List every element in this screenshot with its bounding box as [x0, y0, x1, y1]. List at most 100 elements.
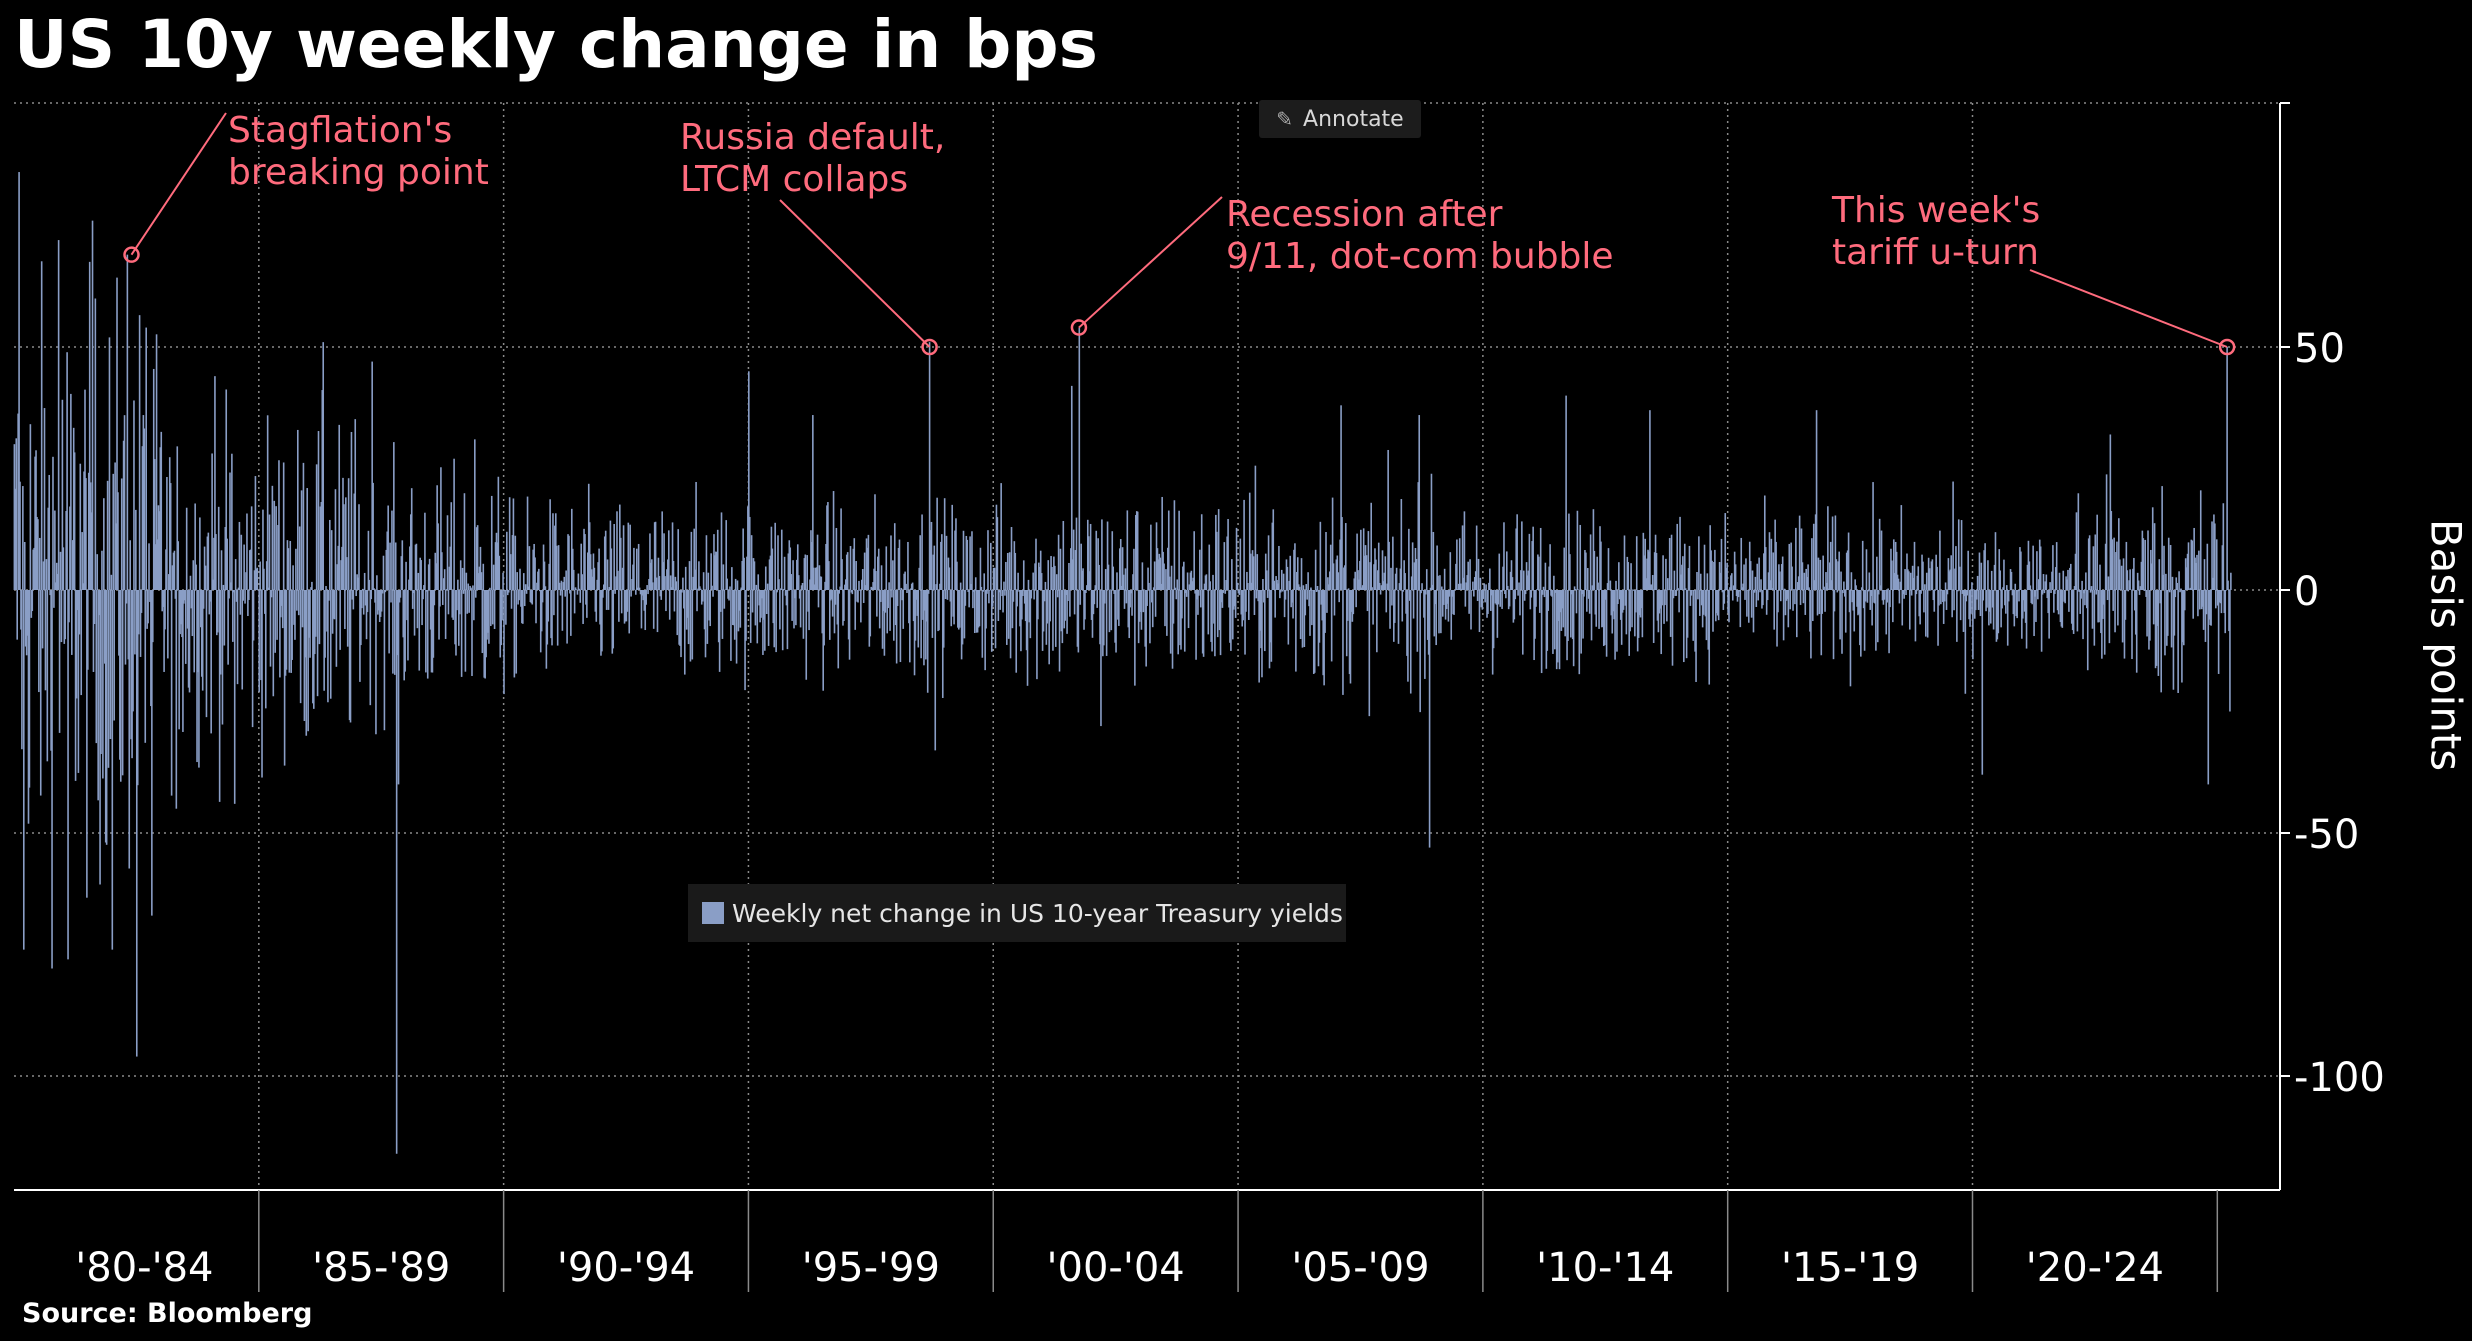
bar	[309, 590, 311, 658]
bar	[1676, 523, 1679, 590]
bar	[1180, 590, 1182, 650]
bar	[875, 571, 877, 590]
bar	[105, 590, 108, 845]
bar	[528, 546, 531, 590]
bar	[2144, 539, 2146, 590]
bar	[807, 590, 809, 612]
bar	[695, 481, 697, 590]
bar	[1609, 580, 1612, 590]
bar	[88, 261, 91, 590]
bar	[474, 439, 476, 590]
bar	[156, 539, 159, 590]
bar	[1512, 590, 1515, 623]
bar	[1527, 570, 1530, 590]
bar	[961, 590, 964, 645]
bar	[771, 548, 774, 590]
bar	[1779, 571, 1781, 590]
bar	[1457, 583, 1460, 590]
bar	[1131, 590, 1133, 616]
bar	[1330, 590, 1333, 662]
bar	[42, 561, 45, 590]
bar	[1188, 584, 1191, 590]
bar	[1889, 590, 1891, 608]
bar	[583, 528, 585, 590]
bar	[603, 584, 605, 590]
bar	[1918, 590, 1921, 617]
bar	[1489, 590, 1492, 611]
bar	[339, 590, 341, 650]
bar	[1568, 513, 1570, 590]
bar	[1387, 449, 1389, 590]
bar	[1284, 590, 1287, 600]
bar	[577, 573, 580, 590]
bar	[1488, 582, 1490, 590]
bar	[477, 573, 480, 590]
bar	[588, 522, 591, 590]
bar	[1536, 589, 1538, 590]
bar	[108, 337, 111, 590]
bar	[935, 584, 937, 590]
bar	[1680, 574, 1682, 590]
annotate-button[interactable]: ✎ Annotate	[1259, 100, 1421, 138]
bar	[1153, 561, 1156, 590]
bar	[1839, 590, 1841, 640]
bar	[1009, 590, 1012, 659]
bar	[1995, 590, 1998, 642]
bar	[1360, 587, 1363, 590]
bar	[85, 478, 87, 590]
bar	[1199, 549, 1201, 590]
bar	[1864, 590, 1867, 602]
bar	[705, 535, 708, 590]
bar	[689, 590, 692, 662]
bar	[519, 568, 521, 590]
bar	[2224, 590, 2227, 634]
bar	[1235, 527, 1238, 590]
bar	[107, 590, 110, 768]
bar	[229, 472, 231, 590]
bar	[819, 576, 822, 590]
bar	[973, 590, 976, 634]
bar	[234, 559, 237, 590]
bar	[648, 578, 650, 590]
bar	[46, 590, 49, 762]
bar	[1726, 562, 1728, 590]
bar	[1000, 483, 1002, 590]
bar	[1277, 583, 1279, 590]
bar	[1735, 590, 1738, 597]
bar	[2004, 590, 2006, 606]
bar	[1917, 566, 1920, 590]
bar	[1881, 590, 1884, 601]
bar	[331, 590, 334, 634]
bar	[327, 590, 329, 703]
bar	[981, 590, 984, 658]
bar	[1259, 590, 1261, 631]
bar	[1302, 585, 1305, 590]
bar	[1974, 590, 1977, 611]
bar	[1202, 590, 1205, 657]
bar	[1478, 590, 1481, 633]
bar	[930, 521, 933, 590]
bar	[1379, 590, 1382, 595]
bar	[1276, 579, 1278, 590]
bar	[1182, 566, 1184, 590]
bar	[1874, 590, 1876, 604]
bar	[1272, 509, 1275, 590]
bar	[653, 522, 656, 590]
bar	[1577, 589, 1580, 590]
annotation-label: LTCM collaps	[680, 159, 908, 200]
bar	[1127, 590, 1130, 628]
bar	[714, 555, 716, 590]
bar	[29, 424, 32, 590]
bar	[999, 590, 1002, 610]
bar	[1523, 590, 1526, 601]
bar	[2204, 590, 2207, 642]
bar	[1988, 590, 1990, 626]
bar	[247, 590, 249, 617]
bar	[558, 582, 561, 590]
bar	[1409, 590, 1411, 601]
bar	[1194, 590, 1196, 594]
bar	[881, 590, 884, 649]
bar	[1772, 552, 1775, 590]
bar	[1448, 590, 1451, 597]
bar	[1282, 573, 1285, 590]
